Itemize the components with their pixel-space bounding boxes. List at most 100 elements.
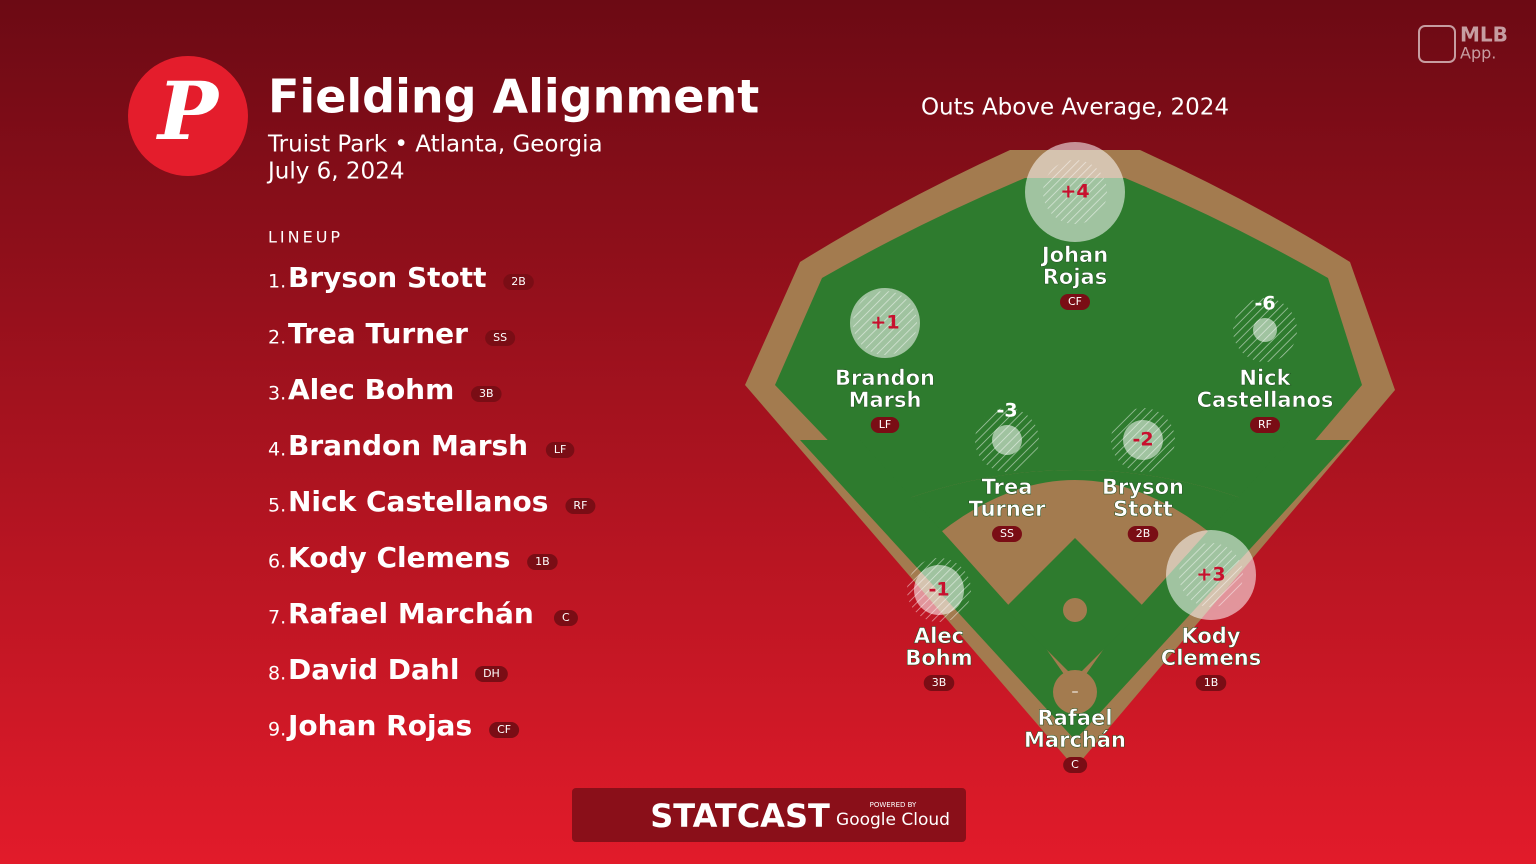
position-badge: 3B xyxy=(932,676,947,689)
lineup-name: David Dahl xyxy=(288,653,459,686)
team-logo-circle xyxy=(128,56,248,176)
title: Fielding Alignment xyxy=(268,70,759,124)
field-player-name: Bohm xyxy=(905,646,972,670)
position-badge: 1B xyxy=(1204,676,1219,689)
field-player-name: Marsh xyxy=(849,388,922,412)
lineup-number: 8. xyxy=(268,663,286,685)
field-player-name: Alec xyxy=(914,624,964,648)
grass-strip xyxy=(890,470,1260,545)
field-player-name: Clemens xyxy=(1161,646,1261,670)
oaa-label: – xyxy=(1072,684,1079,700)
lineup-number: 6. xyxy=(268,551,286,573)
field-player-name: Marchán xyxy=(1024,728,1126,752)
position-badge-bg xyxy=(503,274,534,290)
field-player-name: Trea xyxy=(982,475,1033,499)
field-player-name: Rojas xyxy=(1043,265,1107,289)
oaa-circle xyxy=(1025,142,1125,242)
position-badge-bg xyxy=(923,675,955,691)
footer-box xyxy=(572,788,966,842)
team-logo: P xyxy=(156,64,221,158)
position-badge: LF xyxy=(554,443,566,456)
position-badge-bg xyxy=(1127,526,1159,542)
position-badge: CF xyxy=(497,723,511,736)
oaa-circle xyxy=(992,425,1022,455)
field-player-name: Kody xyxy=(1181,624,1240,648)
app-icon xyxy=(1418,25,1456,63)
lineup-name: Johan Rojas xyxy=(286,709,472,742)
oaa-circle xyxy=(1123,420,1163,460)
position-badge-bg xyxy=(1195,675,1227,691)
home-circle xyxy=(1053,670,1097,714)
lineup-label: LINEUP xyxy=(268,228,343,247)
oaa-label: +1 xyxy=(870,312,899,334)
field-player-name: Brandon xyxy=(835,366,935,390)
oaa-circle xyxy=(850,288,920,358)
lineup-number: 7. xyxy=(268,607,286,629)
position-badge: 2B xyxy=(1136,527,1151,540)
lineup-number: 4. xyxy=(268,439,286,461)
position-badge: RF xyxy=(573,499,587,512)
position-badge-bg xyxy=(489,722,520,738)
position-badge-bg xyxy=(1059,294,1091,310)
subtitle: Truist Park • Atlanta, Georgia xyxy=(267,132,603,158)
position-badge: CF xyxy=(1068,295,1082,308)
lineup-number: 1. xyxy=(268,271,286,293)
position-badge-bg xyxy=(471,386,502,402)
lineup-name: Brandon Marsh xyxy=(288,429,528,462)
oaa-label: -3 xyxy=(996,400,1017,422)
lineup-name: Alec Bohm xyxy=(288,373,454,406)
position-badge: SS xyxy=(493,331,507,344)
oaa-label: -1 xyxy=(928,579,949,601)
field-player-name: Turner xyxy=(969,497,1047,521)
lineup-name: Trea Turner xyxy=(288,317,468,350)
position-badge: C xyxy=(1071,758,1079,771)
app-badge: MLB xyxy=(1460,23,1508,47)
lineup-number: 2. xyxy=(268,327,286,349)
field-title: Outs Above Average, 2024 xyxy=(921,95,1229,121)
position-badge-bg xyxy=(475,666,508,682)
position-badge-bg xyxy=(485,330,516,346)
footer-partner: Google Cloud xyxy=(836,810,950,830)
mound xyxy=(1063,598,1087,622)
oaa-circle xyxy=(914,565,964,615)
lineup-name: Kody Clemens xyxy=(288,541,510,574)
field-player-name: Castellanos xyxy=(1197,388,1334,412)
position-badge: 3B xyxy=(479,387,494,400)
position-badge: LF xyxy=(879,418,891,431)
position-badge-bg xyxy=(1063,757,1088,773)
position-badge: DH xyxy=(483,667,500,680)
position-badge-bg xyxy=(992,526,1022,542)
lineup-number: 5. xyxy=(268,495,286,517)
oaa-label: -2 xyxy=(1132,429,1153,451)
position-badge: SS xyxy=(1000,527,1014,540)
footer-powered: POWERED BY xyxy=(870,801,917,809)
date: July 6, 2024 xyxy=(266,159,404,185)
outfield-grass xyxy=(775,178,1362,505)
lineup-name: Bryson Stott xyxy=(288,261,487,294)
app-badge: App. xyxy=(1460,44,1496,63)
foul-grass xyxy=(800,440,1350,740)
position-badge-bg xyxy=(545,442,575,458)
field-player-name: Johan xyxy=(1040,243,1108,267)
footer-brand: STATCAST xyxy=(650,797,830,835)
oaa-circle xyxy=(1253,318,1277,342)
position-badge: C xyxy=(562,611,570,624)
lineup-name: Rafael Marchán xyxy=(288,597,534,630)
position-badge-bg xyxy=(565,498,596,514)
oaa-label: +3 xyxy=(1196,564,1225,586)
lineup-number: 3. xyxy=(268,383,286,405)
oaa-label: -6 xyxy=(1254,293,1275,315)
lineup-number: 9. xyxy=(268,719,286,741)
field-player-name: Stott xyxy=(1113,497,1173,521)
position-badge: 2B xyxy=(511,275,526,288)
field-player-name: Bryson xyxy=(1102,475,1184,499)
field-player-name: Rafael xyxy=(1037,706,1112,730)
lineup-name: Nick Castellanos xyxy=(288,485,548,518)
position-badge-bg xyxy=(870,417,900,433)
oaa-circle xyxy=(1166,530,1256,620)
field-player-name: Nick xyxy=(1239,366,1291,390)
oaa-label: +4 xyxy=(1060,181,1089,203)
